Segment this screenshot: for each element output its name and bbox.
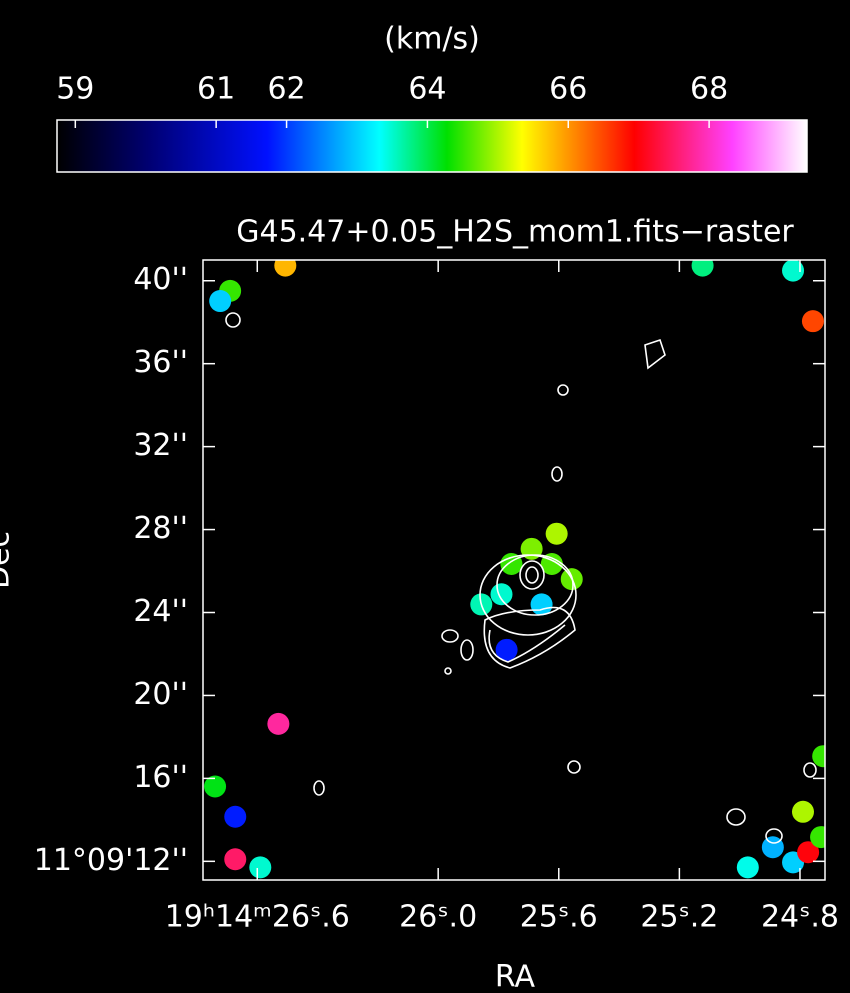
pixel-blob — [802, 310, 824, 332]
x-tick-label: 25ˢ.2 — [640, 900, 718, 935]
y-tick-label: 36'' — [133, 345, 188, 380]
x-tick-label: 24ˢ.8 — [761, 900, 839, 935]
pixel-blob — [490, 583, 512, 605]
colorbar — [57, 120, 807, 172]
pixel-blob — [692, 255, 714, 277]
y-tick-label: 24'' — [133, 594, 188, 629]
pixel-blob — [249, 856, 271, 878]
pixel-blob — [737, 856, 759, 878]
pixel-blob — [812, 745, 834, 767]
y-axis-label: Dec — [0, 531, 17, 589]
y-tick-label: 40'' — [133, 262, 188, 297]
pixel-blob — [209, 290, 231, 312]
y-tick-label: 20'' — [133, 677, 188, 712]
colorbar-tick-label: 62 — [267, 72, 305, 107]
x-axis-label: RA — [495, 960, 536, 993]
x-tick-label: 19ʰ14ᵐ26ˢ.6 — [165, 900, 350, 935]
pixel-blob — [267, 713, 289, 735]
x-tick-label: 25ˢ.6 — [520, 900, 598, 935]
y-tick-label: 28'' — [133, 511, 188, 546]
pixel-blob — [546, 523, 568, 545]
pixel-blob — [224, 848, 246, 870]
chart-title: G45.47+0.05_H2S_mom1.fits−raster — [236, 215, 794, 250]
pixel-blob — [792, 801, 814, 823]
pixel-blob — [224, 806, 246, 828]
y-tick-label: 32'' — [133, 428, 188, 463]
colorbar-tick-label: 61 — [197, 72, 235, 107]
y-tick-label: 11°09'12'' — [34, 843, 188, 878]
y-tick-label: 16'' — [133, 760, 188, 795]
x-tick-label: 26ˢ.0 — [399, 900, 477, 935]
pixel-blob — [274, 255, 296, 277]
colorbar-tick-label: 66 — [549, 72, 587, 107]
colorbar-tick-label: 59 — [56, 72, 94, 107]
colorbar-tick-label: 68 — [690, 72, 728, 107]
contours — [226, 313, 816, 843]
colorbar-label: (km/s) — [384, 22, 480, 57]
pixel-blob — [782, 260, 804, 282]
plot-area — [204, 255, 834, 879]
pixel-blob — [810, 826, 832, 848]
colorbar-tick-label: 64 — [408, 72, 446, 107]
chart: (km/s) G45.47+0.05_H2S_mom1.fits−raster … — [0, 0, 850, 993]
